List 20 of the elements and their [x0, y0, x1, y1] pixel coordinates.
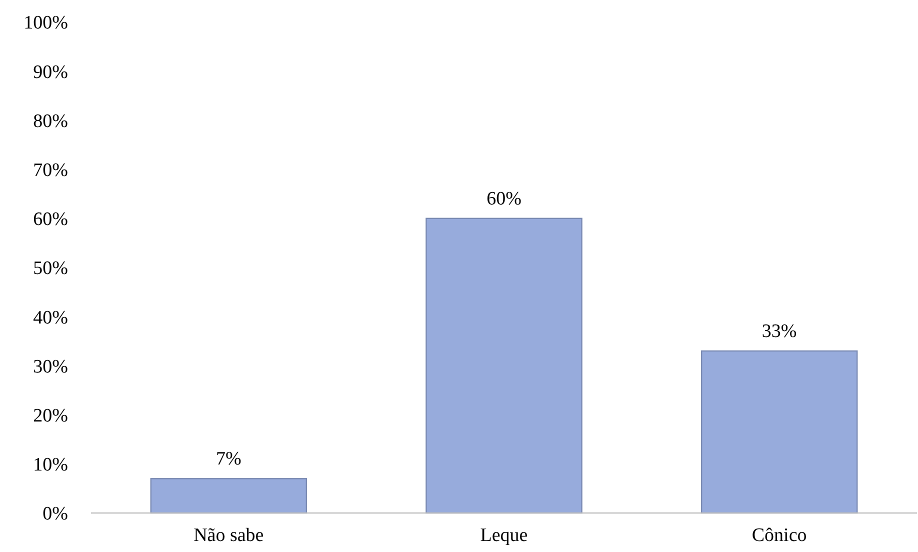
y-tick-label: 30% — [33, 356, 68, 378]
y-tick-label: 50% — [33, 258, 68, 280]
y-tick-label: 70% — [33, 160, 68, 181]
bar — [700, 350, 858, 514]
y-tick-label: 0% — [42, 504, 68, 525]
x-tick-label: Leque — [480, 525, 528, 546]
x-tick-label: Não sabe — [194, 525, 264, 546]
bar — [150, 478, 308, 514]
x-tick-label: Cônico — [752, 525, 807, 546]
y-tick-label: 100% — [24, 12, 68, 34]
data-label: 33% — [762, 320, 797, 342]
y-tick-label: 90% — [33, 62, 68, 83]
y-tick-label: 10% — [33, 454, 68, 476]
data-label: 7% — [216, 448, 242, 470]
y-tick-label: 20% — [33, 405, 68, 426]
y-tick-label: 40% — [33, 307, 68, 328]
y-tick-label: 80% — [33, 110, 68, 132]
y-tick-label: 60% — [33, 209, 68, 230]
data-label: 60% — [486, 188, 522, 210]
bar — [426, 218, 582, 514]
